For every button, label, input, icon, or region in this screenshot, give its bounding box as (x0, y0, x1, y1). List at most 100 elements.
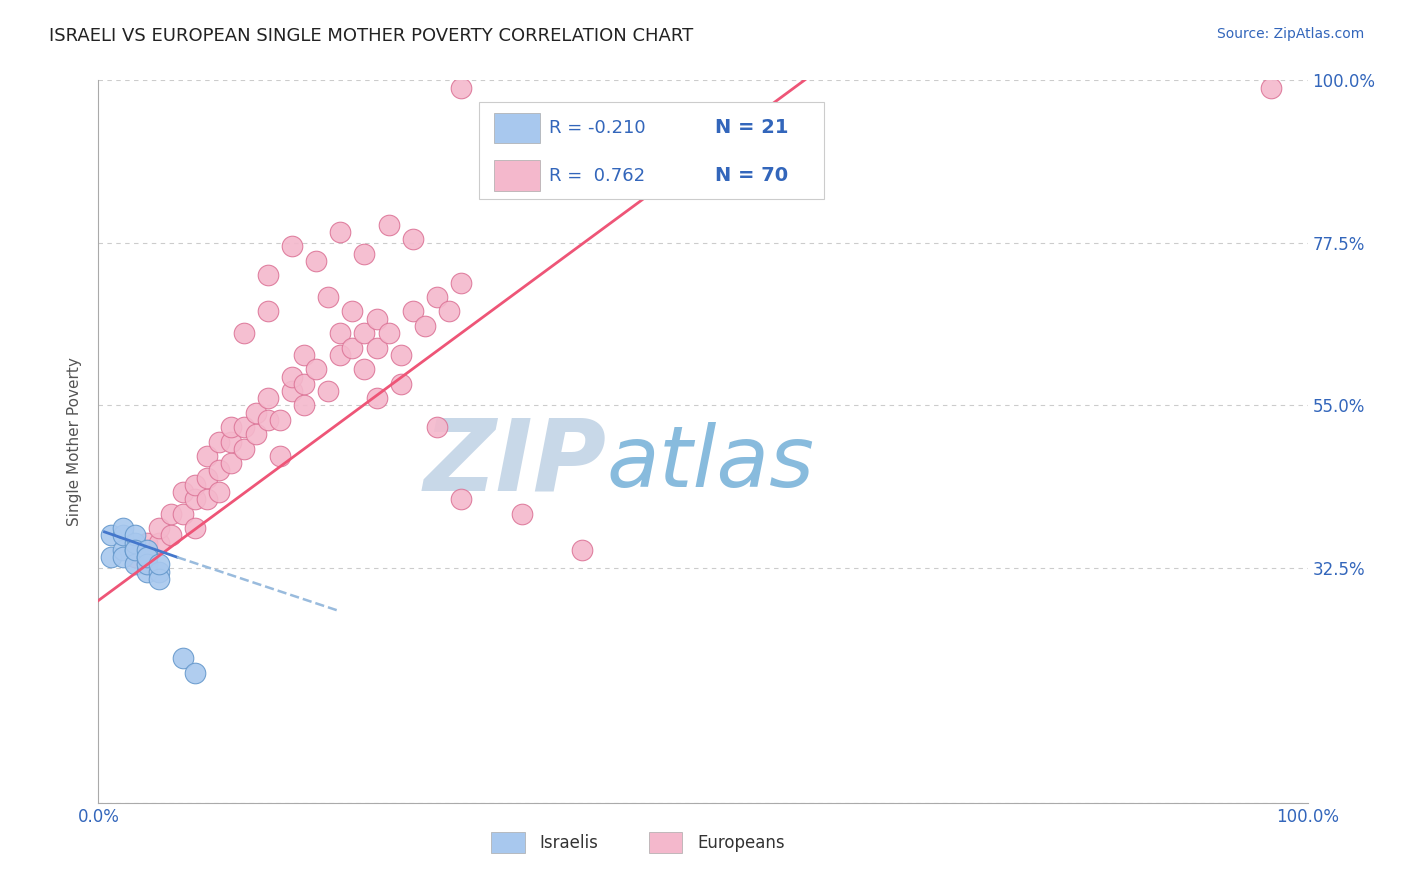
Point (366, 341, 388, 355)
FancyBboxPatch shape (479, 102, 824, 200)
Point (316, 290, 339, 304)
Text: N = 70: N = 70 (716, 166, 789, 186)
Point (1260, 80, 1282, 95)
Point (316, 384, 339, 398)
Text: Israelis: Israelis (540, 833, 599, 852)
Point (389, 376, 412, 391)
FancyBboxPatch shape (648, 831, 682, 854)
Point (221, 420, 243, 434)
Point (450, 492, 472, 507)
Point (148, 521, 170, 535)
Y-axis label: Single Mother Poverty: Single Mother Poverty (67, 357, 83, 526)
Point (571, 542, 593, 557)
Text: R =  0.762: R = 0.762 (550, 167, 645, 185)
Point (135, 550, 157, 565)
Point (510, 507, 533, 521)
Text: R = -0.210: R = -0.210 (550, 119, 647, 137)
Point (148, 535, 170, 549)
Point (111, 542, 134, 557)
Point (221, 456, 243, 470)
Point (148, 558, 170, 572)
Point (221, 434, 243, 449)
Point (450, 276, 472, 290)
Point (353, 326, 375, 340)
Text: ZIP: ZIP (423, 415, 606, 512)
Text: N = 21: N = 21 (716, 119, 789, 137)
Point (100, 550, 122, 565)
Point (172, 651, 194, 665)
Point (135, 535, 157, 549)
FancyBboxPatch shape (492, 831, 526, 854)
Point (124, 542, 146, 557)
Point (366, 311, 388, 326)
Point (124, 535, 146, 549)
Point (256, 304, 278, 318)
Point (366, 391, 388, 405)
Point (172, 507, 194, 521)
Point (342, 341, 364, 355)
Point (281, 239, 304, 253)
Point (195, 492, 218, 507)
Point (437, 304, 460, 318)
Point (329, 326, 352, 340)
Point (195, 470, 218, 484)
Text: Source: ZipAtlas.com: Source: ZipAtlas.com (1216, 27, 1364, 41)
Point (172, 485, 194, 500)
Point (148, 572, 170, 586)
Point (329, 348, 352, 362)
Point (195, 449, 218, 463)
Point (256, 413, 278, 427)
Point (269, 449, 291, 463)
FancyBboxPatch shape (494, 112, 540, 143)
Point (111, 528, 134, 542)
Point (208, 485, 231, 500)
Point (329, 225, 352, 239)
Point (256, 391, 278, 405)
Point (281, 384, 304, 398)
Point (377, 218, 399, 232)
Point (292, 398, 315, 412)
Text: Europeans: Europeans (697, 833, 785, 852)
Point (135, 558, 157, 572)
Point (413, 318, 436, 333)
FancyBboxPatch shape (494, 161, 540, 191)
Point (135, 565, 157, 579)
Point (208, 434, 231, 449)
Point (256, 268, 278, 283)
Point (389, 348, 412, 362)
Point (232, 326, 254, 340)
Point (135, 558, 157, 572)
Point (450, 80, 472, 95)
Point (111, 521, 134, 535)
Point (124, 550, 146, 565)
Point (124, 528, 146, 542)
Point (184, 521, 207, 535)
Point (148, 565, 170, 579)
Point (269, 413, 291, 427)
Point (232, 420, 254, 434)
Point (135, 550, 157, 565)
Point (402, 304, 425, 318)
Point (245, 427, 267, 442)
Point (305, 253, 328, 268)
Point (402, 232, 425, 246)
Point (208, 463, 231, 477)
Point (160, 507, 183, 521)
Point (100, 528, 122, 542)
Point (245, 406, 267, 420)
Point (135, 542, 157, 557)
Point (232, 442, 254, 456)
Point (184, 665, 207, 680)
Point (342, 304, 364, 318)
Point (377, 326, 399, 340)
Point (353, 362, 375, 376)
Text: ISRAELI VS EUROPEAN SINGLE MOTHER POVERTY CORRELATION CHART: ISRAELI VS EUROPEAN SINGLE MOTHER POVERT… (49, 27, 693, 45)
Point (124, 542, 146, 557)
Point (160, 528, 183, 542)
Point (281, 369, 304, 384)
Point (135, 542, 157, 557)
Text: atlas: atlas (606, 422, 814, 505)
Point (184, 492, 207, 507)
Point (426, 290, 449, 304)
Point (426, 420, 449, 434)
